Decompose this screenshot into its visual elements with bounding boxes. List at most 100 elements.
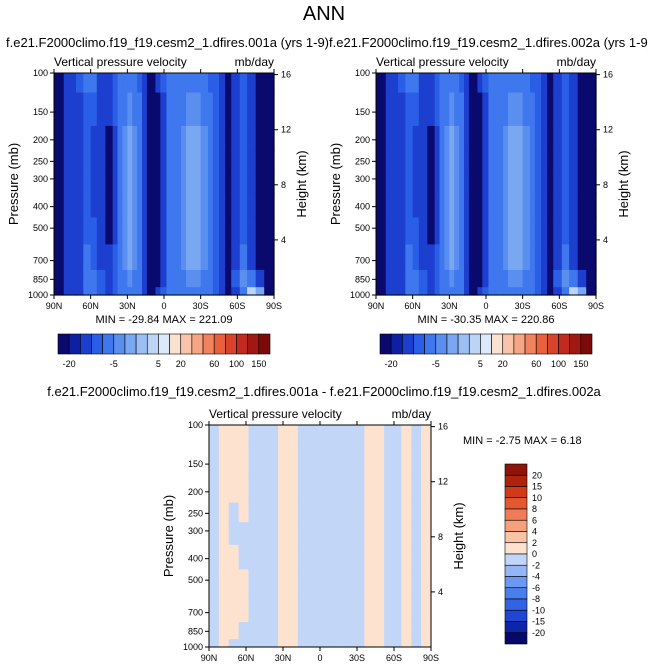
contour-cell: [122, 150, 128, 171]
contour-cell: [376, 170, 387, 194]
contour-cell: [63, 244, 77, 271]
x-tick-label: 90S: [266, 301, 282, 311]
x-tick-label: 60N: [404, 301, 421, 311]
colorbar-tick-label: 5: [478, 359, 483, 369]
contour-cell: [444, 150, 450, 171]
contour-cell: [541, 287, 548, 296]
colorbar-box: [504, 621, 528, 634]
contour-cell: [541, 73, 548, 94]
contour-cell: [344, 596, 356, 623]
contour-cell: [54, 244, 65, 271]
contour-cell: [231, 192, 241, 219]
contour-cell: [278, 425, 289, 446]
contour-cell: [90, 244, 98, 271]
contour-cell: [105, 170, 114, 194]
contour-cell: [374, 444, 385, 479]
contour-cell: [83, 92, 92, 127]
colorbar-box: [480, 333, 492, 355]
contour-cell: [317, 477, 326, 504]
contour-cell: [117, 73, 124, 94]
contour-cell: [376, 269, 387, 288]
contour-cell: [495, 192, 504, 219]
y-right-tick-label: 16: [438, 422, 448, 432]
contour-cell: [247, 73, 257, 94]
x-tick-label: 30S: [515, 301, 531, 311]
contour-cell: [401, 639, 412, 648]
contour-cell: [76, 192, 84, 219]
contour-cell: [374, 502, 385, 523]
contour-cell: [468, 73, 475, 94]
contour-cell: [137, 287, 143, 296]
contour-cell: [247, 192, 257, 219]
contour-cell: [146, 73, 153, 94]
contour-cell: [231, 125, 241, 152]
contour-cell: [209, 477, 220, 504]
contour-cell: [132, 244, 138, 271]
contour-cell: [464, 125, 470, 152]
colorbar-box: [57, 333, 70, 355]
contour-cell: [384, 425, 393, 446]
contour-cell: [307, 444, 319, 479]
contour-cell: [354, 522, 365, 546]
contour-cell: [225, 269, 232, 288]
y-tick-label: 300: [355, 174, 370, 184]
contour-cell: [208, 170, 214, 194]
contour-cell: [449, 92, 455, 127]
y-axis-label: Pressure (mb): [328, 143, 343, 225]
contour-cell: [132, 170, 138, 194]
contour-cell: [278, 502, 289, 523]
contour-cell: [427, 269, 436, 288]
contour-cell: [384, 444, 393, 479]
contour-cell: [405, 125, 414, 152]
contour-cell: [530, 170, 536, 194]
colorbar-tick-label: 5: [156, 359, 161, 369]
contour-cell: [212, 125, 220, 152]
contour-cell: [83, 73, 92, 94]
contour-cell: [218, 544, 230, 571]
contour-cell: [137, 192, 143, 219]
contour-cell: [547, 269, 554, 288]
contour-cell: [105, 269, 114, 288]
y-tick-label: 850: [33, 274, 48, 284]
contour-cell: [334, 621, 346, 640]
contour-cell: [132, 125, 138, 152]
contour-cell: [317, 639, 326, 648]
contour-cell: [385, 170, 399, 194]
contour-cell: [238, 444, 250, 479]
contour-cell: [541, 125, 548, 152]
contour-cell: [449, 125, 455, 152]
contour-cell: [464, 192, 470, 219]
contour-cell: [186, 269, 194, 288]
contour-cell: [142, 170, 148, 194]
contour-cell: [228, 477, 240, 504]
contour-cell: [264, 150, 275, 171]
contour-cell: [83, 287, 92, 296]
contour-cell: [247, 244, 257, 271]
contour-cell: [473, 217, 479, 245]
contour-cell: [488, 192, 497, 219]
contour-cell: [334, 425, 346, 446]
contour-cell: [354, 477, 365, 504]
contour-cell: [76, 150, 84, 171]
contour-cell: [112, 217, 119, 245]
contour-cell: [278, 569, 289, 597]
contour-cell: [459, 269, 465, 288]
colorbar-box: [169, 333, 182, 355]
contour-cell: [231, 73, 241, 94]
contour-cell: [495, 244, 504, 271]
contour-cell: [459, 150, 465, 171]
x-tick-label: 0: [161, 301, 166, 311]
colorbar-tick-label: 20: [532, 470, 542, 480]
contour-cell: [385, 92, 399, 127]
contour-cell: [412, 287, 420, 296]
contour-cell: [444, 269, 450, 288]
stats-text: MIN = -2.75 MAX = 6.18: [463, 435, 582, 447]
contour-cell: [547, 244, 554, 271]
contour-cell: [122, 269, 128, 288]
contour-cell: [218, 502, 230, 523]
contour-cell: [146, 170, 153, 194]
contour-cell: [117, 150, 124, 171]
y-tick-label: 300: [188, 526, 203, 536]
contour-cell: [155, 150, 161, 171]
contour-cell: [411, 544, 422, 571]
